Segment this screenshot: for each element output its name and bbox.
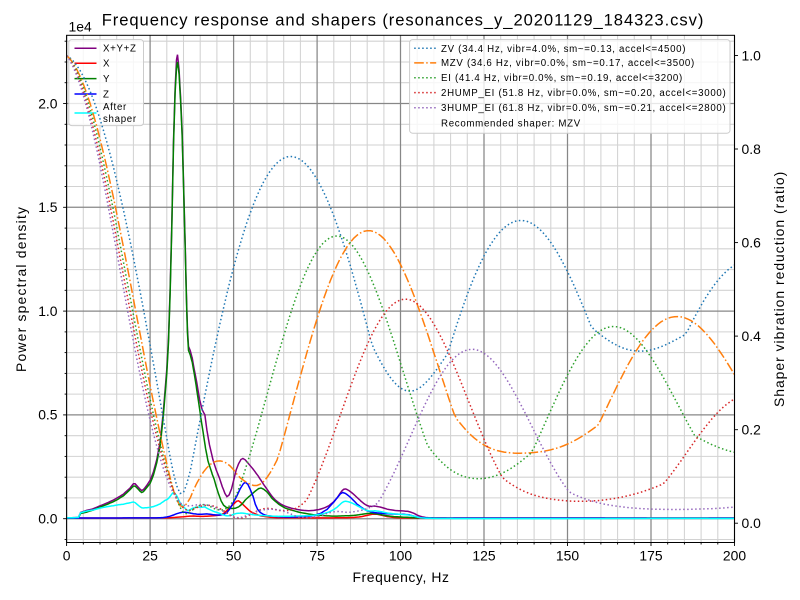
svg-text:Y: Y [103, 74, 110, 85]
svg-text:MZV (34.6 Hz, vibr=0.0%, sm~=0: MZV (34.6 Hz, vibr=0.0%, sm~=0.17, accel… [441, 58, 695, 69]
svg-text:ZV (34.4 Hz, vibr=4.0%, sm~=0.: ZV (34.4 Hz, vibr=4.0%, sm~=0.13, accel<… [441, 44, 686, 55]
svg-text:0.4: 0.4 [742, 328, 762, 344]
svg-text:2.0: 2.0 [38, 95, 58, 111]
svg-text:Recommended shaper: MZV: Recommended shaper: MZV [441, 118, 581, 129]
svg-text:shaper: shaper [103, 114, 137, 125]
svg-text:Z: Z [103, 89, 110, 100]
svg-text:2HUMP_EI (51.8 Hz, vibr=0.0%,: 2HUMP_EI (51.8 Hz, vibr=0.0%, sm~=0.20, … [441, 88, 726, 99]
svg-text:Shaper vibration reduction (ra: Shaper vibration reduction (ratio) [771, 171, 787, 407]
svg-text:0.8: 0.8 [742, 141, 762, 157]
svg-text:3HUMP_EI (61.8 Hz, vibr=0.0%,: 3HUMP_EI (61.8 Hz, vibr=0.0%, sm~=0.21, … [441, 103, 726, 114]
svg-text:50: 50 [226, 547, 242, 563]
svg-text:0: 0 [63, 547, 71, 563]
svg-text:175: 175 [639, 547, 662, 563]
svg-text:X: X [103, 59, 110, 70]
svg-text:0.0: 0.0 [38, 511, 58, 527]
svg-text:Frequency, Hz: Frequency, Hz [352, 569, 449, 585]
svg-text:EI (41.4 Hz, vibr=0.0%, sm~=0.: EI (41.4 Hz, vibr=0.0%, sm~=0.19, accel<… [441, 73, 683, 84]
svg-text:1e4: 1e4 [69, 19, 92, 35]
svg-text:1.0: 1.0 [742, 47, 762, 63]
svg-text:After: After [103, 102, 127, 113]
svg-text:0.0: 0.0 [742, 515, 762, 531]
svg-text:0.6: 0.6 [742, 234, 762, 250]
svg-text:Frequency response and shapers: Frequency response and shapers (resonanc… [102, 11, 705, 30]
svg-text:200: 200 [723, 547, 746, 563]
svg-text:1.0: 1.0 [38, 303, 58, 319]
svg-text:X+Y+Z: X+Y+Z [103, 44, 137, 55]
svg-text:125: 125 [472, 547, 495, 563]
svg-text:25: 25 [142, 547, 158, 563]
svg-text:1.5: 1.5 [38, 199, 58, 215]
svg-text:0.5: 0.5 [38, 407, 58, 423]
svg-text:150: 150 [556, 547, 579, 563]
svg-text:Power spectral density: Power spectral density [13, 206, 29, 372]
svg-text:100: 100 [389, 547, 412, 563]
svg-text:75: 75 [309, 547, 325, 563]
svg-text:0.2: 0.2 [742, 422, 762, 438]
